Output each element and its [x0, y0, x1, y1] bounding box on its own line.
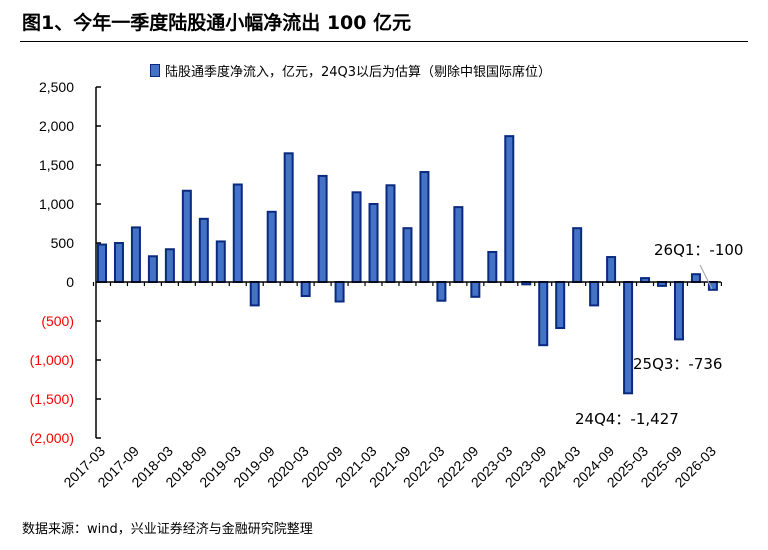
bar-2021-06	[385, 184, 396, 283]
legend-label: 陆股通季度净流入，亿元，24Q3以后为估算（剔除中银国际席位）	[165, 65, 552, 80]
bar-2022-12	[487, 250, 498, 284]
bar-2021-12	[419, 171, 430, 284]
bar-2024-03	[572, 227, 583, 283]
bar-2023-03	[504, 135, 515, 283]
bar-2023-12	[555, 281, 566, 330]
bar-2024-06	[589, 281, 600, 307]
title-divider	[20, 41, 748, 42]
chart-title: 图1、今年一季度陆股通小幅净流出 100 亿元	[22, 12, 412, 34]
bar-2019-12	[283, 152, 294, 283]
y-tick-label: 2,000	[39, 118, 74, 134]
annotation-2025-09: 25Q3：-736	[633, 355, 722, 373]
bar-2020-09	[334, 281, 345, 303]
y-tick-label: (1,500)	[30, 391, 74, 407]
legend-swatch	[150, 64, 160, 77]
bar-2025-12	[690, 273, 701, 284]
bar-2023-09	[538, 281, 549, 347]
y-tick-label: 1,000	[39, 196, 74, 212]
annotation-2026-03: 26Q1：-100	[654, 241, 743, 259]
y-tick-label: 1,500	[39, 157, 74, 173]
bar-2024-12	[623, 281, 634, 395]
bar-2018-09	[198, 217, 209, 284]
bar-2019-03	[232, 183, 243, 283]
y-tick-label: 2,500	[39, 79, 74, 95]
bar-2020-03	[300, 281, 311, 298]
bar-2018-03	[164, 248, 175, 284]
bar-2021-09	[402, 227, 413, 283]
bar-2017-12	[147, 255, 158, 284]
y-tick-label: (2,000)	[30, 430, 74, 446]
bar-2017-03	[97, 243, 107, 283]
bar-2017-09	[130, 226, 141, 283]
bar-2019-09	[266, 210, 277, 283]
annotation-leader-line	[699, 264, 713, 290]
y-tick-label: (500)	[41, 313, 74, 329]
bar-2020-12	[351, 191, 362, 283]
bar-2022-09	[470, 281, 481, 298]
bar-2018-12	[215, 240, 226, 284]
y-tick-label: 500	[51, 235, 75, 251]
annotation-2024-12: 24Q4：-1,427	[575, 410, 679, 428]
bar-2020-06	[317, 174, 328, 283]
bar-2025-09	[673, 281, 684, 341]
bar-2022-06	[453, 206, 464, 283]
legend: 陆股通季度净流入，亿元，24Q3以后为估算（剔除中银国际席位）	[150, 61, 551, 80]
bar-2024-09	[606, 256, 617, 284]
bar-2018-06	[181, 189, 192, 284]
source-note: 数据来源：wind，兴业证券经济与金融研究院整理	[22, 522, 313, 537]
y-tick-label: (1,000)	[30, 352, 74, 368]
bar-2019-06	[249, 281, 260, 307]
bar-2022-03	[436, 281, 447, 302]
bar-2021-03	[368, 203, 379, 283]
y-tick-label: 0	[66, 274, 74, 290]
bar-2017-06	[113, 242, 124, 283]
